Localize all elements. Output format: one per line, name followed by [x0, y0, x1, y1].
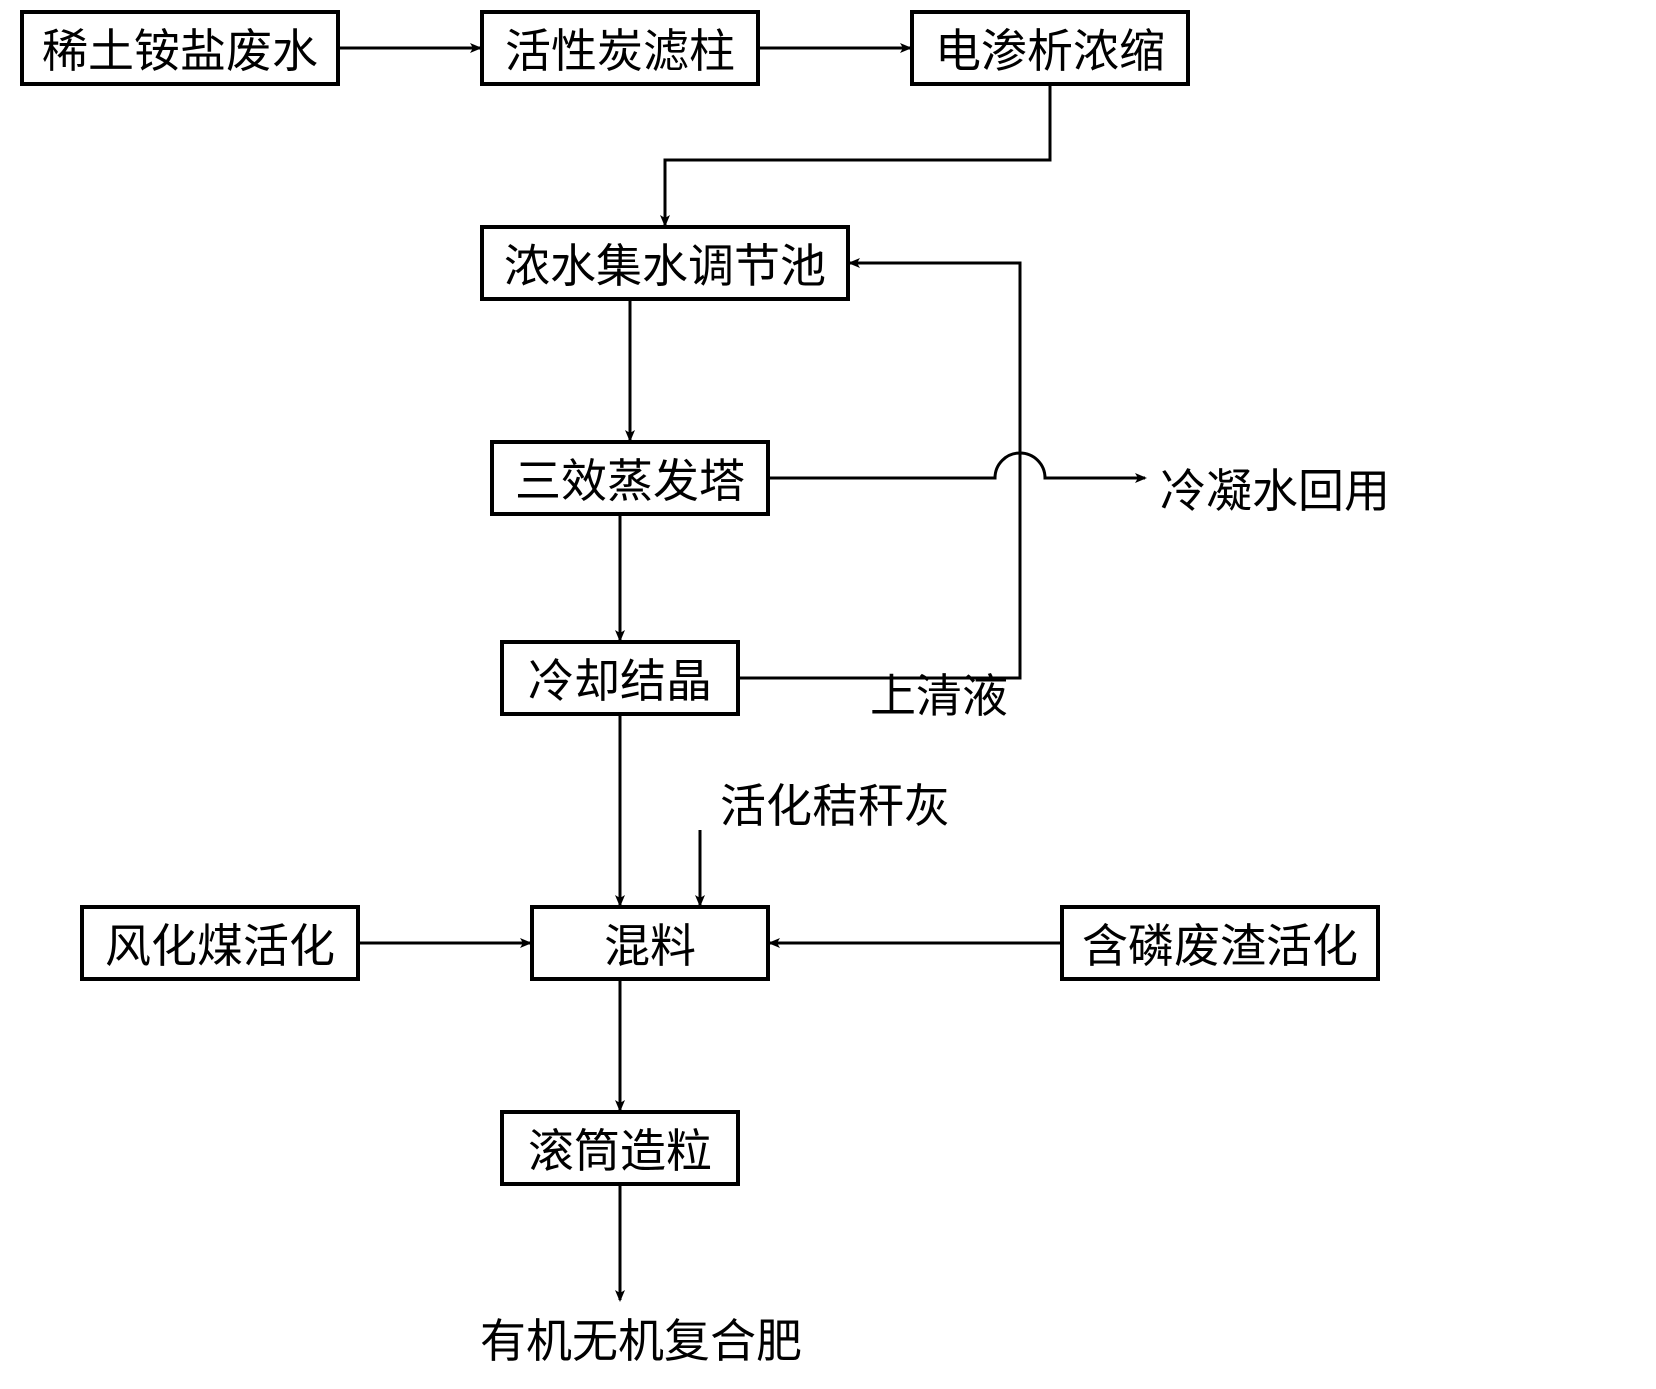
label-supernatant: 上清液: [870, 660, 1008, 726]
node-carbon-filter: 活性炭滤柱: [480, 10, 760, 86]
node-wastewater: 稀土铵盐废水: [20, 10, 340, 86]
node-mixing: 混料: [530, 905, 770, 981]
label-product: 有机无机复合肥: [480, 1305, 802, 1371]
label-condensate-reuse: 冷凝水回用: [1160, 455, 1390, 521]
node-electrodialysis: 电渗析浓缩: [910, 10, 1190, 86]
edge-layer: [0, 0, 1656, 1389]
node-cooling-crystal: 冷却结晶: [500, 640, 740, 716]
node-triple-evaporator: 三效蒸发塔: [490, 440, 770, 516]
node-conc-tank: 浓水集水调节池: [480, 225, 850, 301]
node-phos-slag: 含磷废渣活化: [1060, 905, 1380, 981]
label-straw-ash: 活化秸秆灰: [720, 770, 950, 836]
node-drum-granulation: 滚筒造粒: [500, 1110, 740, 1186]
node-weathered-coal: 风化煤活化: [80, 905, 360, 981]
